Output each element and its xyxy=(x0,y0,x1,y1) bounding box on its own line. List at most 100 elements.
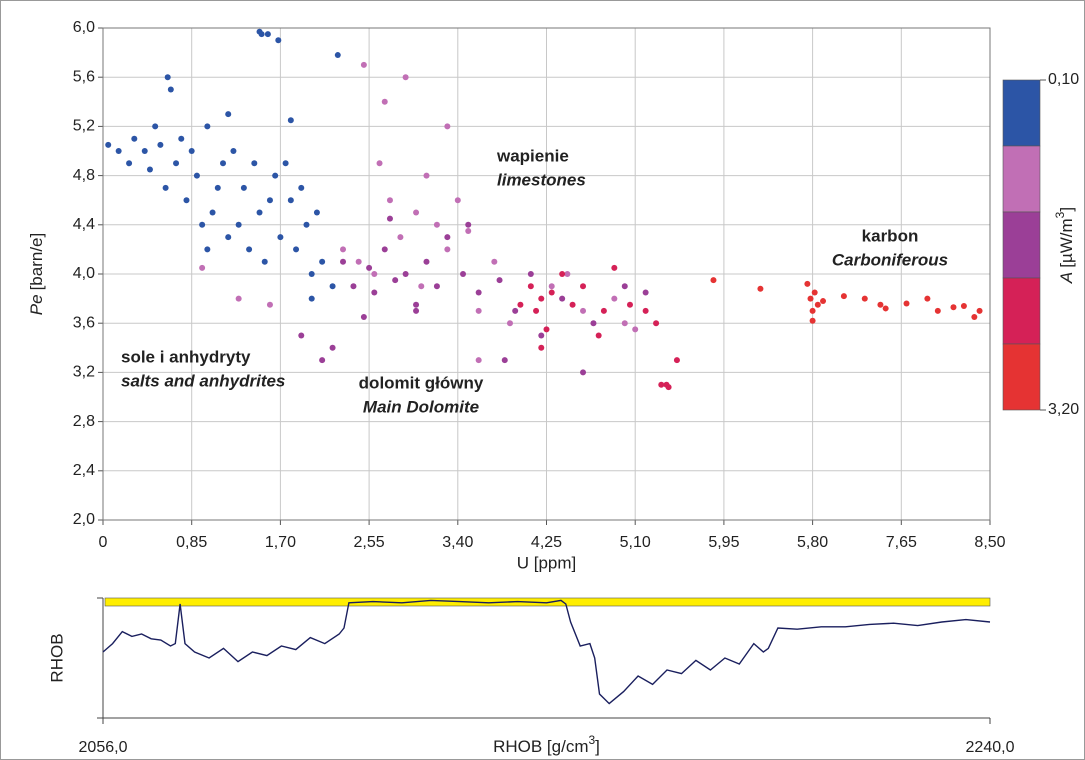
point xyxy=(501,357,508,364)
y-tick-label: 4,8 xyxy=(73,167,95,184)
point xyxy=(444,234,451,241)
point xyxy=(293,246,300,253)
point xyxy=(580,283,587,290)
point xyxy=(673,357,680,364)
point xyxy=(162,184,169,191)
point xyxy=(204,123,211,130)
point xyxy=(548,289,555,296)
point xyxy=(807,295,814,302)
colorbar-band xyxy=(1002,277,1041,345)
point xyxy=(392,277,399,284)
point xyxy=(376,160,383,167)
point xyxy=(950,304,957,311)
x-tick-label: 8,50 xyxy=(974,534,1005,551)
y-axis-unit: [barn/e] xyxy=(27,233,46,291)
point xyxy=(626,301,633,308)
point xyxy=(814,301,821,308)
point xyxy=(418,283,425,290)
point xyxy=(230,148,237,154)
point xyxy=(397,234,404,241)
colorbar-tick-label: 0,10 xyxy=(1048,71,1079,88)
y-tick-label: 2,8 xyxy=(73,413,95,430)
point xyxy=(621,320,628,327)
point xyxy=(757,285,764,292)
point xyxy=(454,197,461,204)
y-tick-label: 5,2 xyxy=(73,118,95,135)
point xyxy=(611,264,618,271)
point xyxy=(976,307,983,314)
point xyxy=(590,320,597,327)
point xyxy=(329,283,336,290)
point xyxy=(308,271,315,277)
point xyxy=(204,246,211,253)
point xyxy=(298,332,305,339)
point xyxy=(334,52,341,59)
point xyxy=(209,209,216,216)
point xyxy=(580,307,587,314)
point xyxy=(527,283,534,290)
x-axis-label: RHOB [g/cm3] xyxy=(493,733,600,756)
point xyxy=(340,258,347,265)
point xyxy=(152,123,159,130)
point xyxy=(381,98,388,105)
point xyxy=(595,332,602,339)
point xyxy=(809,317,816,324)
point xyxy=(538,332,545,339)
x-axis-label: U [ppm] xyxy=(517,553,577,572)
point xyxy=(538,295,545,302)
point xyxy=(199,221,206,228)
x-axis-unit: RHOB [g/cm xyxy=(493,737,588,756)
point xyxy=(319,258,326,265)
point xyxy=(371,271,378,277)
point xyxy=(303,221,310,228)
point xyxy=(199,264,206,271)
colorbar-tick-label: 3,20 xyxy=(1048,401,1079,418)
point xyxy=(225,234,232,241)
point xyxy=(360,314,367,321)
point xyxy=(256,209,263,216)
plot-frame xyxy=(102,27,991,521)
colorbar-end: ] xyxy=(1057,207,1076,212)
point xyxy=(164,74,171,81)
x-tick-label: 5,80 xyxy=(797,534,828,551)
annotation: Main Dolomite xyxy=(363,397,479,416)
x-tick-label: 7,65 xyxy=(886,534,917,551)
point xyxy=(804,280,811,287)
point xyxy=(811,289,818,296)
point xyxy=(272,172,279,179)
annotation: karbon xyxy=(862,226,919,245)
y-tick-label: 6,0 xyxy=(73,19,95,36)
point xyxy=(264,31,271,38)
colorbar-band xyxy=(1002,343,1041,411)
point xyxy=(141,148,148,154)
point xyxy=(371,289,378,296)
x-tick-label: 4,25 xyxy=(531,534,562,551)
point xyxy=(173,160,180,167)
point xyxy=(287,197,294,204)
point xyxy=(251,160,258,167)
point xyxy=(266,301,273,308)
point xyxy=(444,123,451,130)
x-tick-label: 3,40 xyxy=(442,534,473,551)
point xyxy=(360,61,367,68)
point xyxy=(178,135,185,142)
point xyxy=(527,271,534,277)
point xyxy=(225,111,232,118)
y-tick-label: 4,4 xyxy=(73,216,95,233)
point xyxy=(131,135,138,142)
point xyxy=(506,320,513,327)
point xyxy=(512,307,519,314)
scatter-plot: 2,0 2,4 2,8 3,2 3,6 4,0 4,4 4,8 5,2 5,6 6,0 0 0,85 1,… xyxy=(27,19,1079,572)
point xyxy=(543,326,550,333)
y-tick-label: 2,0 xyxy=(73,511,95,528)
point xyxy=(465,227,472,234)
point xyxy=(402,74,409,81)
point xyxy=(877,301,884,308)
annotation: Carboniferous xyxy=(832,250,948,269)
point xyxy=(126,160,133,167)
point xyxy=(308,295,315,302)
point xyxy=(258,31,265,38)
point xyxy=(287,117,294,124)
x-axis-end: ] xyxy=(595,737,600,756)
